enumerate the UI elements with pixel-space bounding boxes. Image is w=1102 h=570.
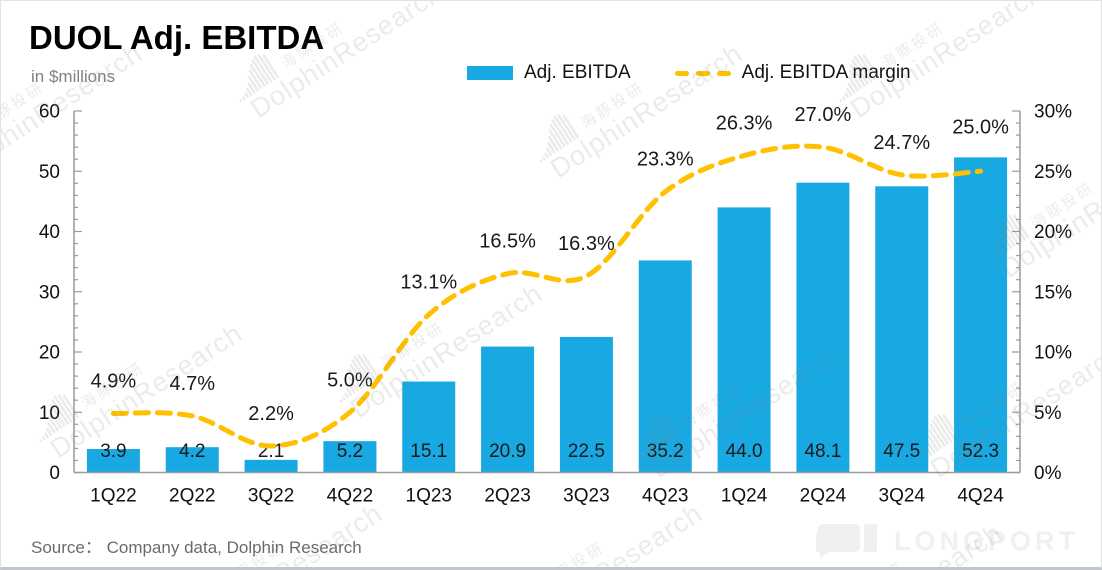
bar-value-label: 44.0	[726, 441, 763, 462]
subtitle: in $millions	[31, 67, 116, 86]
legend-bar-label: Adj. EBITDA	[524, 62, 631, 83]
dash-icon	[674, 70, 689, 76]
legend-bar-swatch	[467, 66, 513, 80]
x-axis-tick-label: 2Q24	[800, 486, 847, 507]
bar-value-label: 4.2	[179, 441, 205, 462]
left-axis-label: 40	[39, 222, 60, 243]
right-axis-label: 15%	[1034, 282, 1072, 303]
margin-point-label: 4.9%	[91, 370, 137, 392]
margin-point-label: 27.0%	[795, 104, 852, 126]
legend-line-swatch	[674, 70, 731, 76]
x-axis-tick-label: 2Q23	[484, 486, 530, 507]
longport-logo-text: LONGPORT	[894, 525, 1079, 556]
bar	[638, 260, 692, 473]
margin-point-label: 16.5%	[479, 231, 536, 253]
x-axis-tick-label: 4Q22	[327, 486, 373, 507]
margin-point-label: 25.0%	[952, 116, 1009, 138]
x-axis-tick-label: 1Q22	[90, 486, 136, 507]
right-axis-label: 25%	[1034, 162, 1072, 183]
x-axis-tick-label: 1Q24	[721, 486, 768, 507]
margin-point-label: 5.0%	[327, 369, 373, 391]
bar-value-label: 52.3	[962, 441, 999, 462]
bar-value-label: 20.9	[489, 441, 526, 462]
margin-point-label: 4.7%	[169, 373, 215, 395]
dash-icon	[716, 70, 731, 76]
x-axis-tick-label: 3Q24	[879, 486, 926, 507]
margin-point-label: 23.3%	[637, 149, 694, 171]
dash-icon	[695, 70, 710, 76]
bar	[796, 182, 850, 473]
bar	[875, 186, 929, 473]
margin-point-label: 2.2%	[248, 403, 294, 425]
margin-point-label: 16.3%	[558, 233, 615, 255]
legend-item-ebitda: Adj. EBITDA	[467, 62, 631, 84]
right-axis-label: 10%	[1034, 343, 1072, 364]
right-axis-label: 5%	[1034, 403, 1062, 424]
bar	[244, 459, 298, 473]
bar	[717, 207, 771, 473]
bar	[165, 447, 219, 473]
bar-value-label: 48.1	[804, 441, 841, 462]
bar-value-label: 5.2	[337, 441, 363, 462]
bar-value-label: 22.5	[568, 441, 605, 462]
bar-value-label: 35.2	[647, 441, 684, 462]
bar	[323, 441, 377, 473]
margin-point-label: 26.3%	[716, 113, 773, 135]
legend-item-margin: Adj. EBITDA margin	[674, 62, 911, 84]
left-axis-label: 60	[39, 102, 60, 123]
bar	[559, 336, 613, 473]
bar	[86, 449, 140, 473]
legend-line-label: Adj. EBITDA margin	[741, 62, 911, 83]
longport-logo: LONGPORT	[816, 523, 1079, 559]
page-title: DUOL Adj. EBITDA	[29, 19, 325, 56]
x-axis-tick-label: 4Q24	[957, 486, 1004, 507]
right-axis-label: 20%	[1034, 222, 1072, 243]
left-axis-label: 50	[39, 162, 60, 183]
bar-value-label: 47.5	[883, 441, 920, 462]
left-axis-label: 10	[39, 403, 60, 424]
bar	[954, 157, 1008, 473]
x-axis-tick-label: 4Q23	[642, 486, 688, 507]
left-axis-label: 0	[49, 463, 60, 484]
right-axis-label: 30%	[1034, 102, 1072, 123]
bar	[402, 381, 456, 473]
bar-value-label: 3.9	[100, 441, 126, 462]
margin-line	[110, 143, 984, 449]
margin-point-label: 24.7%	[873, 132, 930, 154]
legend: Adj. EBITDA Adj. EBITDA margin	[467, 62, 911, 84]
bar	[481, 346, 535, 473]
left-axis-label: 30	[39, 282, 60, 303]
margin-point-label: 13.1%	[400, 272, 457, 294]
x-axis-tick-label: 3Q23	[563, 486, 609, 507]
right-axis-label: 0%	[1034, 463, 1062, 484]
source-note: Source： Company data, Dolphin Research	[31, 538, 362, 557]
x-axis-tick-label: 3Q22	[248, 486, 294, 507]
x-axis-tick-label: 2Q22	[169, 486, 215, 507]
x-axis-tick-label: 1Q23	[406, 486, 452, 507]
bar-value-label: 15.1	[410, 441, 447, 462]
left-axis-label: 20	[39, 343, 60, 364]
longport-logo-icon	[816, 524, 877, 558]
